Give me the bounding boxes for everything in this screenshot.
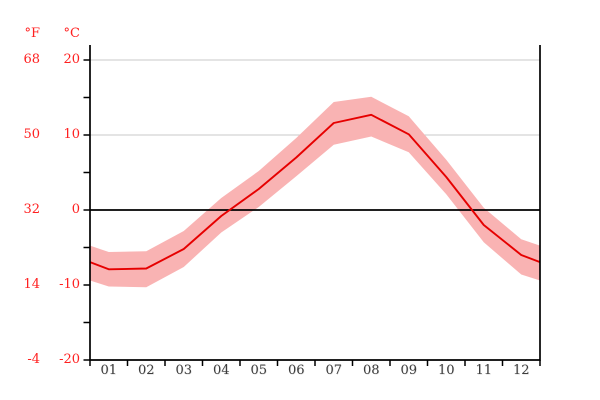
- month-label: 05: [250, 363, 268, 378]
- month-label: 02: [137, 363, 155, 378]
- month-label: 08: [362, 363, 380, 378]
- fahrenheit-tick-label: -4: [27, 352, 40, 367]
- month-label: 01: [100, 363, 118, 378]
- month-label: 03: [175, 363, 193, 378]
- celsius-tick-label: 0: [71, 202, 80, 217]
- celsius-unit-header: °C: [63, 26, 80, 41]
- month-label: 04: [212, 363, 230, 378]
- month-label: 12: [512, 363, 530, 378]
- fahrenheit-tick-label: 68: [23, 52, 40, 67]
- month-label: 09: [400, 363, 418, 378]
- celsius-tick-label: -20: [59, 352, 80, 367]
- month-label: 11: [475, 363, 493, 378]
- fahrenheit-unit-header: °F: [24, 26, 40, 41]
- month-label: 06: [287, 363, 305, 378]
- celsius-tick-label: 20: [63, 52, 80, 67]
- month-label: 07: [325, 363, 343, 378]
- temperature-range-band: [90, 96, 540, 288]
- fahrenheit-tick-label: 14: [23, 277, 40, 292]
- mean-temperature-line: [89, 113, 541, 271]
- celsius-tick-label: -10: [59, 277, 80, 292]
- fahrenheit-tick-label: 50: [23, 127, 40, 142]
- month-label: 10: [437, 363, 455, 378]
- celsius-tick-label: 10: [63, 127, 80, 142]
- fahrenheit-tick-label: 32: [23, 202, 40, 217]
